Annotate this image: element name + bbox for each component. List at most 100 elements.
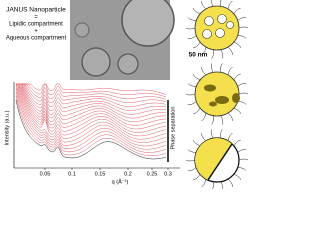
hair <box>237 101 247 105</box>
curves <box>15 83 167 160</box>
hair <box>201 113 207 122</box>
aqueous-domains <box>202 14 234 39</box>
hair <box>238 26 249 29</box>
hair <box>233 7 241 14</box>
hair <box>237 149 247 153</box>
hair <box>210 63 214 73</box>
hair <box>193 174 201 181</box>
curve <box>16 83 167 107</box>
curve <box>16 83 167 100</box>
hair <box>193 73 201 81</box>
hair <box>233 139 241 146</box>
x-axis-label: q (Å⁻¹) <box>112 178 129 185</box>
hair <box>227 0 233 9</box>
graphical-abstract: JANUS Nanoparticle = Lipidic compartment… <box>4 0 249 189</box>
legend-equals: = <box>34 15 38 21</box>
legend-title: JANUS Nanoparticle <box>6 7 66 14</box>
hair <box>227 112 233 121</box>
curve <box>16 83 167 104</box>
hair <box>211 115 214 125</box>
lipid-half <box>195 138 232 180</box>
y-axis-label: Intensity (a.u.) <box>4 110 10 145</box>
hair <box>185 93 196 96</box>
hair <box>237 83 247 87</box>
hair <box>220 181 224 189</box>
hair <box>193 7 201 15</box>
curve <box>16 83 167 130</box>
hair <box>201 133 207 142</box>
hair <box>220 49 224 59</box>
hair <box>227 46 233 55</box>
legend-plus: + <box>34 29 38 35</box>
hair <box>237 167 247 171</box>
curve <box>16 83 167 133</box>
hair <box>220 129 223 139</box>
micrograph <box>70 0 175 80</box>
x-tick-label: 0.1 <box>68 171 76 177</box>
x-tick-label: 0.3 <box>164 171 172 177</box>
scale-bar-label: 50 nm <box>189 52 208 59</box>
curve <box>16 83 167 126</box>
curve <box>16 83 167 137</box>
curve <box>15 84 167 147</box>
x-ticks: 0.05 0.1 0.15 0.2 0.25 0.3 <box>40 168 172 177</box>
hair <box>185 159 196 162</box>
hair <box>227 66 233 75</box>
curve <box>16 83 166 123</box>
curve <box>16 83 167 95</box>
annotation: Phase separation <box>170 107 176 150</box>
hair <box>233 107 241 115</box>
hairs <box>185 0 249 189</box>
curve <box>15 91 167 153</box>
interface <box>207 143 233 181</box>
hair <box>227 132 233 141</box>
hair <box>227 178 233 187</box>
x-tick-label: 0.15 <box>95 171 106 177</box>
curve <box>16 83 167 119</box>
hair <box>187 83 197 87</box>
hair <box>193 42 201 49</box>
hair <box>237 35 247 39</box>
curve <box>15 83 167 140</box>
hair <box>201 179 207 188</box>
x-tick-label: 0.2 <box>124 171 132 177</box>
x-tick-label: 0.25 <box>147 171 158 177</box>
particle <box>194 5 240 51</box>
hair <box>185 27 196 30</box>
curve <box>15 88 167 150</box>
curve <box>15 83 167 143</box>
x-tick-label: 0.05 <box>40 171 51 177</box>
domains <box>204 84 240 107</box>
hair <box>187 35 197 39</box>
hair <box>210 0 214 7</box>
hair <box>233 173 241 181</box>
curve <box>15 99 167 160</box>
hair <box>237 17 247 21</box>
hair <box>233 41 241 49</box>
curve <box>16 83 167 98</box>
hair <box>211 49 214 59</box>
hair <box>187 101 197 105</box>
hair <box>201 67 207 76</box>
hair <box>210 129 214 139</box>
particle <box>194 71 240 117</box>
legend-line: Aqueous compartment <box>6 36 67 42</box>
hair <box>187 167 197 171</box>
curve <box>16 83 167 111</box>
hair <box>187 17 197 21</box>
hair <box>220 0 222 7</box>
hair <box>201 1 207 10</box>
hair <box>201 47 207 56</box>
curve <box>15 95 167 156</box>
legend-line: Lipidic compartment <box>9 22 63 28</box>
hair <box>187 149 197 153</box>
hair <box>233 73 241 80</box>
hair <box>220 63 223 73</box>
hair <box>212 181 214 189</box>
hair <box>193 108 201 115</box>
curve <box>16 83 167 115</box>
hair <box>238 92 249 95</box>
hair <box>220 115 224 125</box>
hair <box>238 158 249 161</box>
hair <box>193 139 201 147</box>
